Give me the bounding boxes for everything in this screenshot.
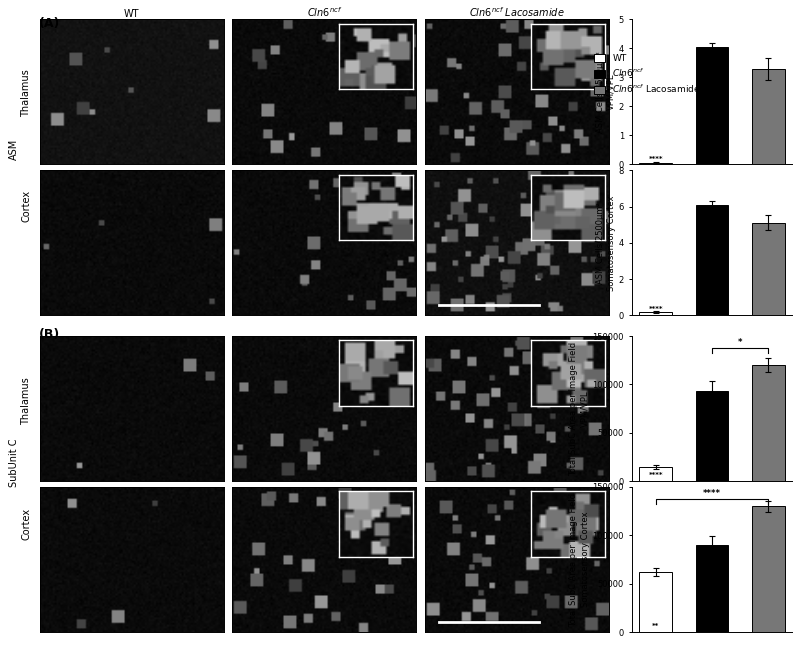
Bar xyxy=(752,506,785,632)
Text: *: * xyxy=(738,338,742,347)
Bar xyxy=(752,365,785,481)
Text: ****: **** xyxy=(649,472,663,479)
Bar xyxy=(696,545,729,632)
Bar xyxy=(639,467,672,481)
Text: **: ** xyxy=(652,623,659,630)
Bar xyxy=(639,572,672,632)
Bar xyxy=(639,312,672,315)
Y-axis label: ASM Cells/2500μm²
Somatosensory Cortex: ASM Cells/2500μm² Somatosensory Cortex xyxy=(596,195,616,290)
Bar xyxy=(696,204,729,315)
Text: (A): (A) xyxy=(38,17,60,30)
Text: Cortex: Cortex xyxy=(22,190,31,223)
Y-axis label: ASM Cells/2500μm²
VPM/VPL: ASM Cells/2500μm² VPM/VPL xyxy=(596,51,616,133)
Bar xyxy=(639,163,672,164)
Text: SubUnit C: SubUnit C xyxy=(10,438,19,487)
Text: Thalamus: Thalamus xyxy=(22,70,31,117)
Text: ****: **** xyxy=(649,155,663,161)
Title: $Cln6^{ncf}$: $Cln6^{ncf}$ xyxy=(306,5,342,19)
Text: Cortex: Cortex xyxy=(22,508,31,540)
Text: Thalamus: Thalamus xyxy=(22,377,31,425)
Text: ****: **** xyxy=(703,489,721,498)
Legend: WT, $Cln6^{ncf}$, $Cln6^{ncf}$ Lacosamide: WT, $Cln6^{ncf}$, $Cln6^{ncf}$ Lacosamid… xyxy=(593,52,702,97)
Text: ****: **** xyxy=(649,306,663,312)
Bar xyxy=(696,47,729,164)
Text: ASM: ASM xyxy=(10,139,19,160)
Title: $Cln6^{ncf}$ Lacosamide: $Cln6^{ncf}$ Lacosamide xyxy=(469,5,565,19)
Y-axis label: Total SubC Area per Image Field
Somatosensory Cortex: Total SubC Area per Image Field Somatose… xyxy=(570,493,590,626)
Y-axis label: Total SubC Area per Image Field
VPM/VPL: Total SubC Area per Image Field VPM/VPL xyxy=(570,342,590,476)
Bar xyxy=(752,223,785,315)
Title: WT: WT xyxy=(124,8,140,19)
Bar xyxy=(752,68,785,164)
Text: (B): (B) xyxy=(38,328,60,341)
Bar xyxy=(696,392,729,481)
